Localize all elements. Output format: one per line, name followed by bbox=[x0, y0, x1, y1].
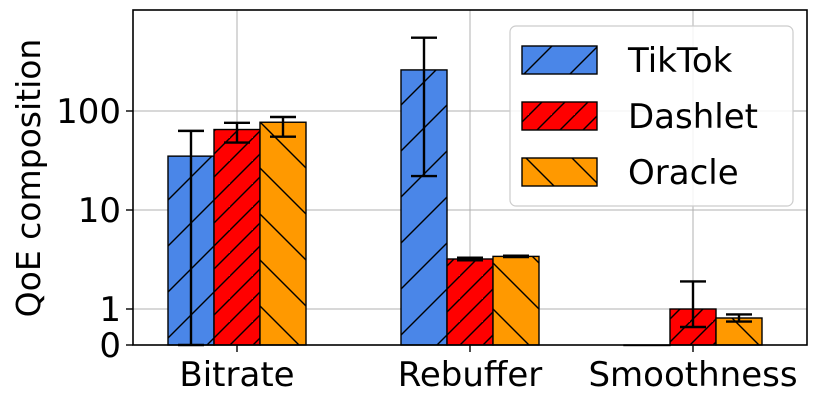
y-tick-label: 0 bbox=[99, 326, 121, 366]
legend-label: TikTok bbox=[627, 41, 733, 81]
legend-swatch-hatch bbox=[522, 46, 597, 74]
x-tick-label: Bitrate bbox=[179, 355, 294, 395]
axis-ticks: 01 10 100 Bitrate Rebuffer Smoothness bbox=[56, 92, 797, 395]
legend-swatch-hatch bbox=[522, 158, 597, 186]
bar-hatch bbox=[447, 258, 493, 345]
x-tick-label: Rebuffer bbox=[398, 355, 542, 395]
bar-hatch bbox=[260, 122, 306, 345]
legend: TikTok Dashlet Oracle bbox=[509, 25, 794, 207]
legend-label: Dashlet bbox=[628, 97, 758, 137]
y-axis-label: QoE composition bbox=[9, 39, 48, 318]
y-tick-label: 10 bbox=[78, 191, 121, 231]
legend-swatch-hatch bbox=[522, 102, 597, 130]
legend-label: Oracle bbox=[628, 153, 739, 193]
y-tick-label: 1 bbox=[99, 290, 121, 330]
bar-hatch bbox=[493, 256, 539, 345]
y-tick-label: 100 bbox=[56, 92, 121, 132]
bar-hatch bbox=[214, 129, 260, 345]
x-tick-label: Smoothness bbox=[588, 355, 797, 395]
